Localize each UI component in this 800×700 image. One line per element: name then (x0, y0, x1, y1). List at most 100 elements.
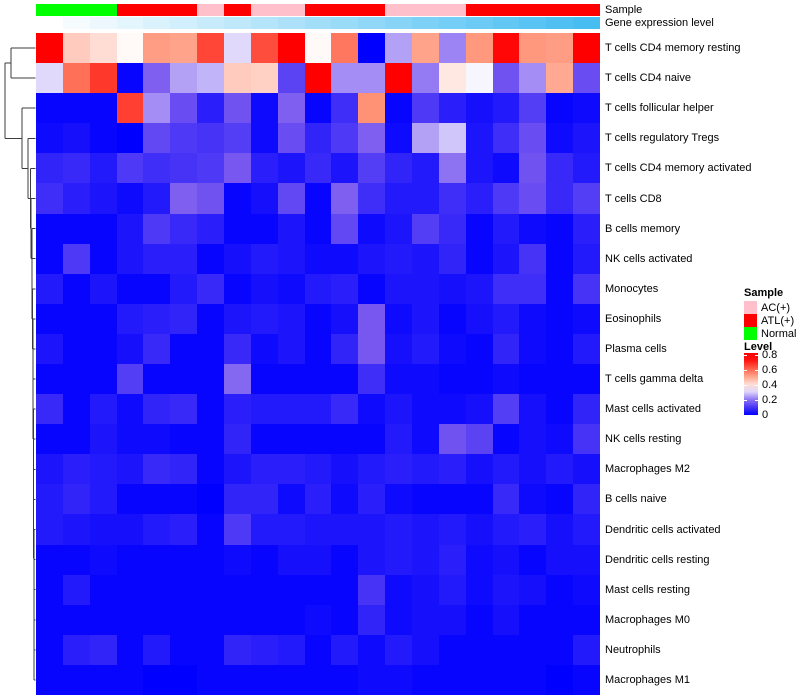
heatmap-cell (412, 364, 439, 395)
heatmap-cell (116, 333, 144, 364)
heatmap-cell (143, 123, 171, 154)
heatmap-cell (143, 243, 171, 274)
heatmap-cell (385, 333, 412, 364)
heatmap-cell (89, 634, 117, 665)
heatmap-cell (62, 364, 90, 395)
heatmap-cell (573, 664, 600, 695)
heatmap-cell (143, 364, 171, 395)
heatmap-cell (197, 153, 224, 184)
heatmap-cell (143, 604, 171, 635)
heatmap-cell (358, 213, 386, 244)
row-label: T cells CD8 (605, 192, 662, 205)
heatmap-cell (438, 604, 466, 635)
heatmap-cell (546, 574, 574, 605)
heatmap-cell (224, 63, 251, 94)
gene-expression-cell (358, 17, 386, 29)
heatmap-cell (331, 123, 359, 154)
heatmap-cell (89, 123, 117, 154)
gene-expression-cell (573, 17, 600, 29)
row-label: Eosinophils (605, 312, 662, 325)
heatmap-cell (197, 484, 224, 515)
heatmap-cell (412, 93, 439, 124)
heatmap-cell (573, 514, 600, 545)
heatmap-cell (358, 153, 386, 184)
heatmap-cell (385, 33, 412, 64)
heatmap-cell (250, 574, 278, 605)
heatmap-cell (519, 604, 547, 635)
heatmap-cell (519, 183, 547, 214)
heatmap-cell (519, 544, 547, 575)
heatmap-cell (385, 273, 412, 304)
heatmap-cell (143, 424, 171, 455)
sample-annotation-cell (546, 4, 574, 16)
heatmap-cell (519, 364, 547, 395)
heatmap-cell (89, 514, 117, 545)
heatmap-cell (492, 183, 520, 214)
heatmap-cell (62, 544, 90, 575)
heatmap-cell (573, 213, 600, 244)
heatmap-cell (519, 63, 547, 94)
legend-level-ticks: 0.8 0.6 0.4 0.2 0 (744, 349, 786, 421)
heatmap-cell (331, 364, 359, 395)
heatmap-cell (546, 183, 574, 214)
heatmap-cell (331, 604, 359, 635)
heatmap-cell (143, 394, 171, 425)
heatmap-cell (197, 243, 224, 274)
heatmap-cell (546, 63, 574, 94)
row-label: T cells follicular helper (605, 102, 714, 115)
heatmap-cell (170, 213, 198, 244)
heatmap-cell (36, 243, 63, 274)
heatmap-cell (116, 574, 144, 605)
heatmap-cell (412, 183, 439, 214)
heatmap-cell (36, 634, 63, 665)
heatmap-cell (385, 454, 412, 485)
sample-annotation-cell (304, 4, 332, 16)
heatmap-cell (224, 454, 251, 485)
legend-tick-label: 0.6 (762, 363, 778, 376)
heatmap-cell (304, 273, 332, 304)
heatmap-cell (573, 544, 600, 575)
gene-expression-cell (36, 17, 63, 29)
heatmap-cell (465, 424, 493, 455)
heatmap-cell (492, 333, 520, 364)
heatmap-cell (465, 454, 493, 485)
row-label: B cells memory (605, 222, 681, 235)
heatmap-cell (116, 544, 144, 575)
heatmap-cell (89, 454, 117, 485)
heatmap-cell (519, 303, 547, 334)
heatmap-cell (170, 183, 198, 214)
heatmap-cell (36, 333, 63, 364)
heatmap-cell (36, 604, 63, 635)
legend-tick-label: 0.2 (762, 393, 778, 406)
heatmap-cell (412, 544, 439, 575)
heatmap-cell (438, 454, 466, 485)
sample-annotation-cell (89, 4, 117, 16)
heatmap-cell (36, 544, 63, 575)
heatmap-cell (36, 394, 63, 425)
row-label: Mast cells resting (605, 583, 690, 596)
legend-swatch-atl (744, 314, 757, 327)
gene-expression-cell (143, 17, 171, 29)
heatmap-cell (385, 364, 412, 395)
heatmap-cell (224, 574, 251, 605)
heatmap-cell (519, 213, 547, 244)
heatmap-cell (438, 664, 466, 695)
heatmap-cell (170, 454, 198, 485)
heatmap-cell (492, 514, 520, 545)
legend-swatch-normal (744, 327, 757, 340)
heatmap-cell (331, 153, 359, 184)
heatmap-cell (385, 574, 412, 605)
heatmap-cell (492, 93, 520, 124)
heatmap-cell (465, 484, 493, 515)
heatmap-cell (36, 273, 63, 304)
heatmap-cell (465, 514, 493, 545)
heatmap-cell (412, 63, 439, 94)
heatmap-cell (116, 33, 144, 64)
heatmap-cell (197, 333, 224, 364)
heatmap-cell (385, 243, 412, 274)
sample-annotation-cell (385, 4, 412, 16)
heatmap-cell (492, 273, 520, 304)
heatmap-cell (143, 93, 171, 124)
heatmap-cell (519, 514, 547, 545)
